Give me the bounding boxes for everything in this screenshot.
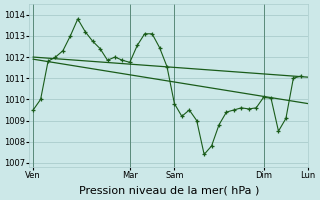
X-axis label: Pression niveau de la mer( hPa ): Pression niveau de la mer( hPa ) bbox=[79, 186, 259, 196]
